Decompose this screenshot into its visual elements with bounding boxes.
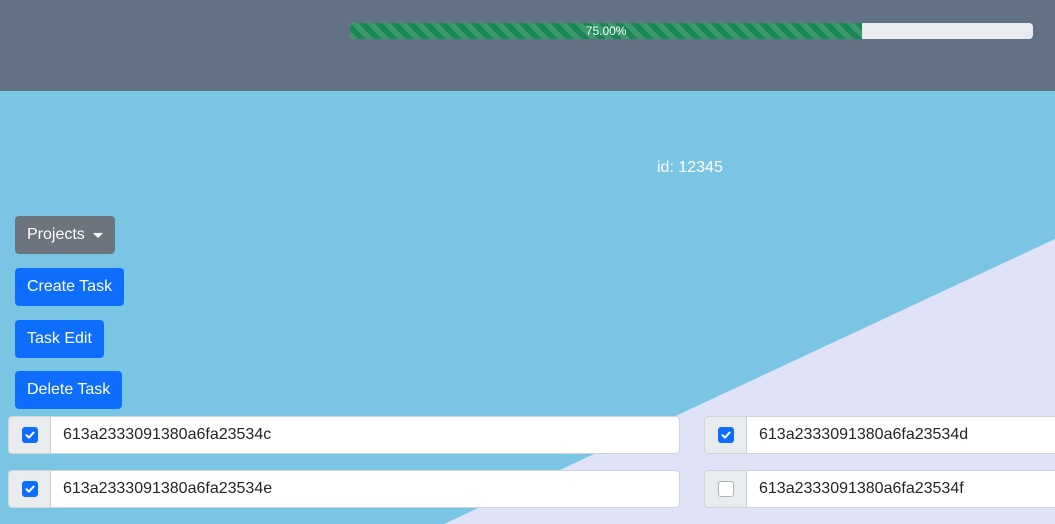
task-row: 613a2333091380a6fa23534f	[704, 470, 1055, 508]
task-checkbox-container	[704, 416, 746, 454]
task-id-field[interactable]: 613a2333091380a6fa23534d	[746, 416, 1055, 454]
task-checkbox[interactable]	[717, 427, 734, 443]
task-row: 613a2333091380a6fa23534c	[8, 416, 680, 454]
task-checkbox[interactable]	[21, 427, 38, 443]
task-id-field[interactable]: 613a2333091380a6fa23534e	[50, 470, 680, 508]
top-bar: 75.00%	[0, 0, 1055, 91]
projects-button-label: Projects	[27, 226, 85, 243]
task-checkbox-container	[8, 416, 50, 454]
main-area: id: 12345 Projects Create Task Task Edit…	[0, 91, 1055, 524]
task-row: 613a2333091380a6fa23534e	[8, 470, 680, 508]
task-edit-button[interactable]: Task Edit	[15, 320, 104, 358]
task-id-label: id: 12345	[657, 159, 723, 176]
create-task-button[interactable]: Create Task	[15, 268, 125, 306]
projects-dropdown-button[interactable]: Projects	[15, 216, 115, 254]
task-checkbox[interactable]	[21, 481, 38, 497]
caret-down-icon	[92, 232, 103, 238]
checkmark-icon	[25, 485, 35, 493]
delete-task-button[interactable]: Delete Task	[15, 371, 123, 409]
background-diagonal-shape	[444, 239, 1055, 524]
progress-label: 75.00%	[585, 24, 627, 38]
task-id-field[interactable]: 613a2333091380a6fa23534c	[50, 416, 680, 454]
progress-bar-track: 75.00%	[350, 23, 1033, 39]
task-checkbox-container	[704, 470, 746, 508]
task-row: 613a2333091380a6fa23534d	[704, 416, 1055, 454]
task-checkbox-container	[8, 470, 50, 508]
progress-bar-fill: 75.00%	[350, 23, 863, 39]
checkmark-icon	[721, 431, 731, 439]
task-id-field[interactable]: 613a2333091380a6fa23534f	[746, 470, 1055, 508]
checkmark-icon	[25, 431, 35, 439]
task-checkbox[interactable]	[717, 481, 734, 497]
